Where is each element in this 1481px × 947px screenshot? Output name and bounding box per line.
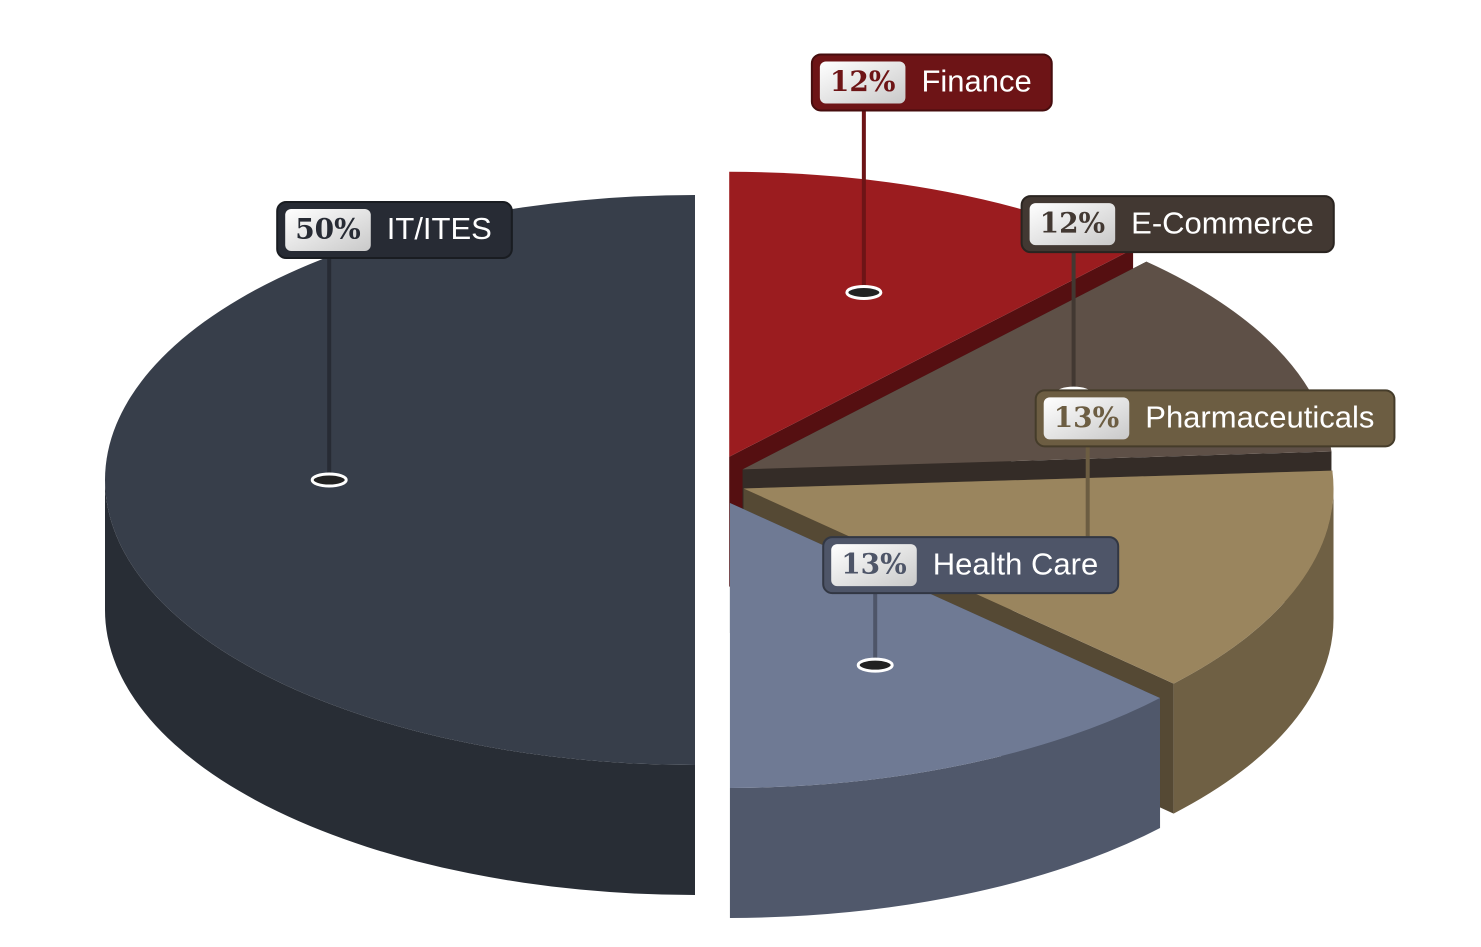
callout: 50% IT/ITES (276, 201, 513, 488)
callout: 12% E-Commerce (1020, 195, 1335, 402)
value-label: 50% (295, 213, 361, 246)
category-label: Pharmaceuticals (1145, 400, 1374, 435)
label-pill (1043, 397, 1130, 440)
category-label: Health Care (933, 546, 1098, 581)
slice-wall (729, 698, 1161, 918)
label-pill (1029, 203, 1116, 246)
slice (105, 195, 695, 895)
marker (856, 657, 894, 673)
label-pill (831, 544, 917, 587)
callout: 12% Finance (810, 53, 1053, 300)
labels: 12% Finance 12% E-Commerce 13% Pharmaceutical… (276, 53, 1396, 673)
value-label: 12% (830, 65, 896, 98)
marker (310, 472, 348, 488)
value-label: 12% (1040, 207, 1106, 240)
value-label: 13% (1054, 401, 1120, 434)
slice-wall (105, 480, 695, 895)
callout: 13% Health Care (822, 536, 1120, 673)
category-label: Finance (921, 64, 1031, 99)
slice-wall (1173, 488, 1334, 814)
label-pill (285, 209, 371, 251)
slice-top (105, 195, 695, 765)
category-label: E-Commerce (1131, 205, 1314, 240)
value-label: 13% (841, 548, 907, 581)
category-label: IT/ITES (387, 211, 492, 246)
marker (845, 284, 883, 300)
callout: 13% Pharmaceuticals (1034, 389, 1396, 556)
pie (105, 171, 1334, 918)
label-pill (819, 61, 906, 104)
